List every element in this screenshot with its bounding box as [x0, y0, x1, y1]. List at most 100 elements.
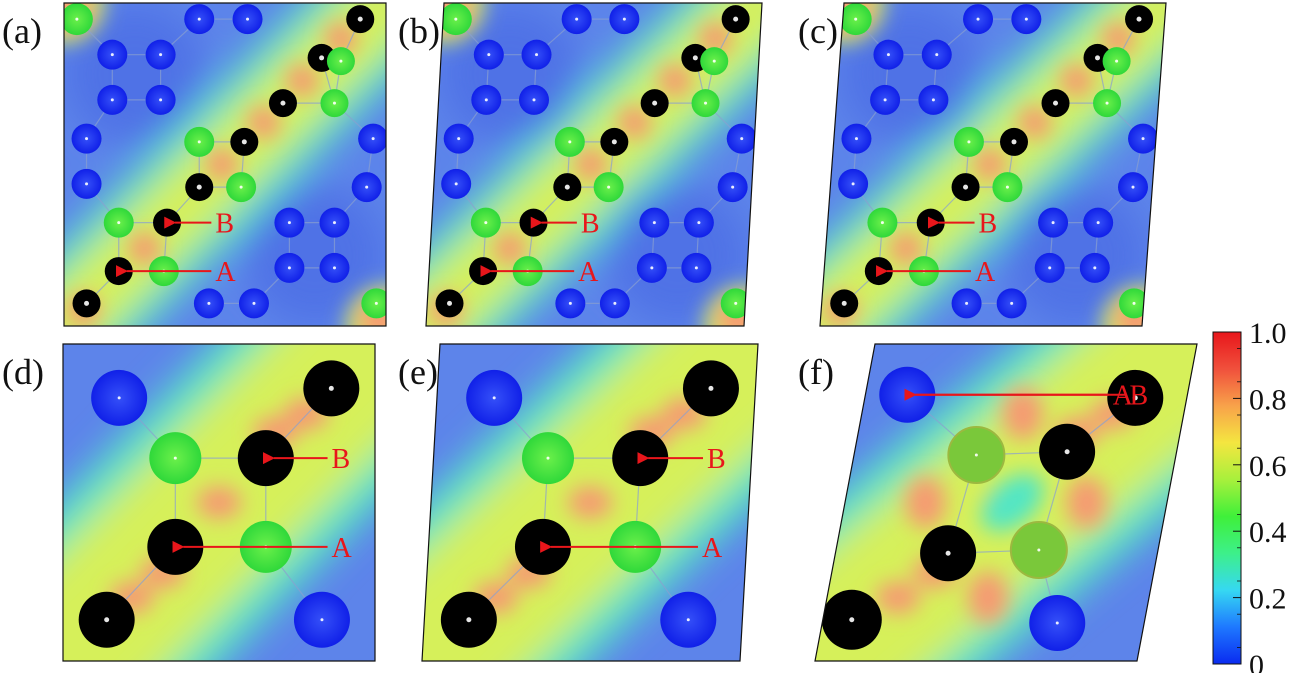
atom-center-dot	[375, 302, 378, 305]
atom-center-dot	[713, 60, 716, 63]
panel-d: B A (d)	[2, 344, 375, 661]
marker-label-a: A	[702, 533, 723, 564]
elf-field-e	[422, 344, 758, 661]
atom-center-dot	[288, 221, 291, 224]
atom-center-dot	[569, 302, 572, 305]
panel-label-e: (e)	[398, 352, 438, 392]
atom-center-dot	[320, 618, 323, 621]
atom-center-dot	[849, 617, 854, 622]
marker-label-b: B	[215, 209, 234, 240]
colorbar-tick-label: 0.4	[1249, 516, 1287, 549]
atom-center-dot	[613, 302, 616, 305]
atom-center-dot	[246, 18, 249, 21]
atom-center-dot	[1093, 266, 1096, 269]
atom-center-dot	[1006, 186, 1009, 189]
atom-center-dot	[1106, 102, 1109, 105]
atom-center-dot	[733, 17, 738, 22]
marker-label-b: B	[707, 444, 726, 475]
atom-center-dot	[493, 396, 496, 399]
panel-label-d: (d)	[2, 352, 44, 392]
atom-center-dot	[372, 137, 375, 140]
atom-center-dot	[932, 98, 935, 101]
atom-center-dot	[533, 98, 536, 101]
atom-center-dot	[697, 221, 700, 224]
atom-center-dot	[540, 544, 545, 549]
atom-center-dot	[1142, 137, 1145, 140]
atom-center-dot	[159, 53, 162, 56]
atom-center-dot	[1037, 549, 1040, 552]
atom-center-dot	[329, 386, 334, 391]
atom-center-dot	[365, 186, 368, 189]
atom-center-dot	[485, 98, 488, 101]
marker-label-a: A	[215, 257, 236, 288]
atom-center-dot	[612, 139, 617, 144]
atom-center-dot	[653, 221, 656, 224]
atom-center-dot	[1048, 266, 1051, 269]
atom-center-dot	[731, 186, 734, 189]
atom-center-dot	[928, 220, 933, 225]
atom-center-dot	[252, 302, 255, 305]
atom-center-dot	[531, 220, 536, 225]
atom-center-dot	[165, 220, 170, 225]
atom-center-dot	[263, 456, 268, 461]
atom-center-dot	[75, 18, 78, 21]
colorbar-tick-label: 0	[1249, 649, 1264, 673]
atom-center-dot	[652, 101, 657, 106]
atom-center-dot	[117, 221, 120, 224]
atom-center-dot	[1056, 621, 1059, 624]
panel-label-b: (b)	[398, 11, 440, 51]
elf-field-c	[804, 0, 1182, 366]
atom-center-dot	[1012, 139, 1017, 144]
atom-center-dot	[111, 53, 114, 56]
atom-center-dot	[1115, 60, 1118, 63]
colorbar-tick-label: 0.6	[1249, 450, 1287, 483]
atom-center-dot	[1052, 221, 1055, 224]
atom-center-dot	[240, 186, 243, 189]
atom-center-dot	[447, 301, 452, 306]
atom-center-dot	[607, 186, 610, 189]
marker-label-a: A	[1113, 381, 1134, 412]
atom-center-dot	[693, 55, 698, 60]
colorbar: 1.00.80.60.40.20	[1213, 317, 1287, 673]
atom-center-dot	[174, 457, 177, 460]
panel-label-a: (a)	[2, 11, 42, 51]
atom-center-dot	[884, 98, 887, 101]
marker-label-a: A	[332, 533, 353, 564]
atom-center-dot	[734, 302, 737, 305]
atom-center-dot	[454, 18, 457, 21]
atom-center-dot	[1132, 186, 1135, 189]
atom-center-dot	[977, 18, 980, 21]
atom-center-dot	[198, 18, 201, 21]
atom-center-dot	[575, 18, 578, 21]
atom-center-dot	[333, 266, 336, 269]
atom-center-dot	[466, 617, 471, 622]
atom-center-dot	[333, 102, 336, 105]
colorbar-gradient	[1213, 332, 1241, 664]
atom-center-dot	[565, 185, 570, 190]
panel-b: BA(b)	[398, 0, 784, 366]
panel-a: BA (a)	[2, 0, 426, 366]
atom-center-dot	[967, 140, 970, 143]
atom-center-dot	[1065, 449, 1070, 454]
atom-center-dot	[104, 617, 109, 622]
atom-center-dot	[455, 182, 458, 185]
atom-center-dot	[207, 302, 210, 305]
atom-center-dot	[1133, 302, 1136, 305]
atom-center-dot	[173, 544, 178, 549]
atom-center-dot	[842, 301, 847, 306]
atom-center-dot	[935, 53, 938, 56]
atom-center-dot	[965, 302, 968, 305]
atom-center-dot	[881, 221, 884, 224]
atom-center-dot	[708, 386, 713, 391]
atom-center-dot	[1053, 101, 1058, 106]
marker-label-b: B	[581, 209, 600, 240]
atom-center-dot	[242, 139, 247, 144]
atom-center-dot	[487, 53, 490, 56]
atom-center-dot	[906, 393, 909, 396]
atom-center-dot	[118, 396, 121, 399]
colorbar-tick-label: 0.8	[1249, 383, 1287, 416]
marker-label-a: A	[975, 257, 996, 288]
atom-center-dot	[887, 53, 890, 56]
atom-center-dot	[85, 137, 88, 140]
